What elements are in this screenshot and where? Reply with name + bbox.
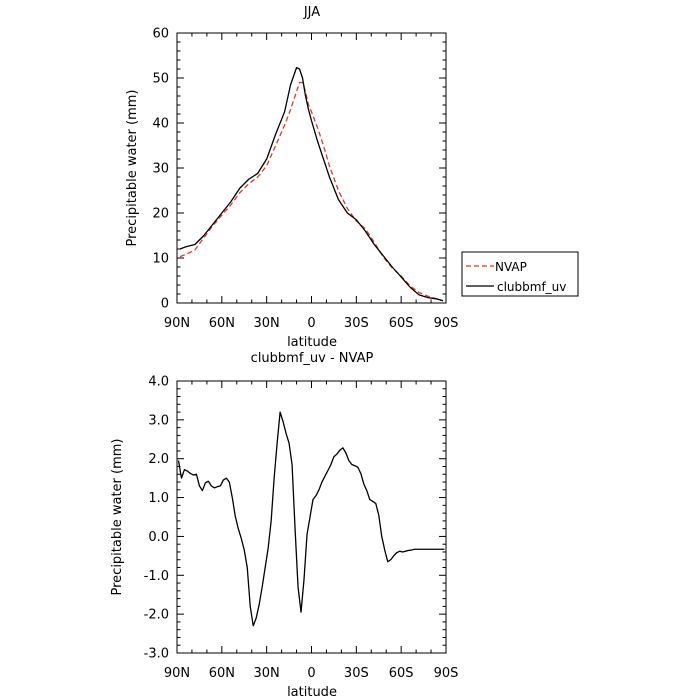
legend-box bbox=[461, 251, 579, 297]
chart-top-x-tick-label: 90S bbox=[434, 316, 459, 331]
chart-bottom-y-tick-label: 2.0 bbox=[148, 452, 169, 467]
chart-top-series-line-clubbmf-uv bbox=[179, 67, 444, 302]
chart-bottom-x-axis-label: latitude bbox=[287, 685, 337, 700]
chart-top-ticks bbox=[176, 32, 447, 304]
chart-top-x-tick-label: 90N bbox=[164, 316, 190, 331]
chart-top-legend: NVAP clubbmf_uv bbox=[461, 251, 579, 297]
chart-top-x-tick-label: 60N bbox=[209, 316, 235, 331]
legend-label-nvap: NVAP bbox=[495, 260, 527, 274]
chart-top-y-tick-labels: 0 10 20 30 40 50 60 bbox=[152, 27, 169, 312]
chart-top-series-line-nvap bbox=[179, 81, 444, 302]
chart-bottom-y-tick-label: 0.0 bbox=[148, 530, 169, 545]
chart-bottom-ticks bbox=[176, 380, 447, 654]
chart-top-x-tick-label: 30N bbox=[254, 316, 280, 331]
chart-top-x-tick-label: 30S bbox=[344, 316, 369, 331]
chart-bottom-x-tick-label: 60S bbox=[389, 666, 414, 681]
chart-bottom-series-line-difference bbox=[177, 411, 445, 627]
chart-top-x-tick-label: 60S bbox=[389, 316, 414, 331]
chart-top-title: JJA bbox=[303, 5, 320, 20]
chart-top-y-tick-label: 30 bbox=[152, 162, 169, 177]
legend-label-clubbmf-uv: clubbmf_uv bbox=[497, 280, 566, 294]
chart-top-y-tick-label: 40 bbox=[152, 117, 169, 132]
chart-bottom-y-tick-label: 3.0 bbox=[148, 413, 169, 428]
chart-bottom-y-tick-label: -2.0 bbox=[144, 608, 169, 623]
chart-top-x-tick-labels: 90N 60N 30N 0 30S 60S 90S bbox=[164, 316, 459, 331]
chart-bottom-y-tick-label: 1.0 bbox=[148, 491, 169, 506]
chart-top-y-axis-label: Precipitable water (mm) bbox=[125, 90, 140, 247]
chart-bottom-x-tick-label: 90N bbox=[164, 666, 190, 681]
chart-bottom-y-tick-label: -3.0 bbox=[144, 647, 169, 662]
chart-bottom-x-tick-labels: 90N 60N 30N 0 30S 60S 90S bbox=[164, 666, 459, 681]
chart-top-y-tick-label: 0 bbox=[161, 297, 169, 312]
chart-top-y-tick-label: 20 bbox=[152, 207, 169, 222]
chart-top-x-axis-label: latitude bbox=[287, 335, 337, 350]
chart-top-y-tick-label: 10 bbox=[152, 252, 169, 267]
difference-chart: clubbmf_uv - NVAP -3.0 -2.0 -1.0 0.0 1.0 2.0 3… bbox=[110, 351, 458, 700]
chart-bottom-y-tick-labels: -3.0 -2.0 -1.0 0.0 1.0 2.0 3.0 4.0 bbox=[144, 375, 169, 662]
chart-top-x-tick-label: 0 bbox=[307, 316, 315, 331]
chart-bottom-x-tick-label: 30S bbox=[344, 666, 369, 681]
chart-bottom-series bbox=[177, 411, 445, 627]
chart-bottom-x-tick-label: 90S bbox=[434, 666, 459, 681]
chart-top-series bbox=[179, 67, 444, 302]
jja-precipitable-water-chart: JJA 0 10 20 30 40 50 60 90N 60N 30N 0 30S 60S 90S la… bbox=[125, 5, 458, 350]
chart-bottom-plot-frame bbox=[176, 380, 447, 654]
chart-bottom-title: clubbmf_uv - NVAP bbox=[251, 351, 374, 366]
chart-top-y-tick-label: 50 bbox=[152, 72, 169, 87]
chart-top-y-tick-label: 60 bbox=[152, 27, 169, 42]
chart-bottom-x-tick-label: 0 bbox=[307, 666, 315, 681]
chart-bottom-y-axis-label: Precipitable water (mm) bbox=[110, 439, 125, 596]
chart-bottom-x-tick-label: 60N bbox=[209, 666, 235, 681]
chart-bottom-y-tick-label: 4.0 bbox=[148, 375, 169, 390]
chart-top-plot-frame bbox=[176, 32, 447, 304]
chart-bottom-y-tick-label: -1.0 bbox=[144, 569, 169, 584]
chart-bottom-x-tick-label: 30N bbox=[254, 666, 280, 681]
